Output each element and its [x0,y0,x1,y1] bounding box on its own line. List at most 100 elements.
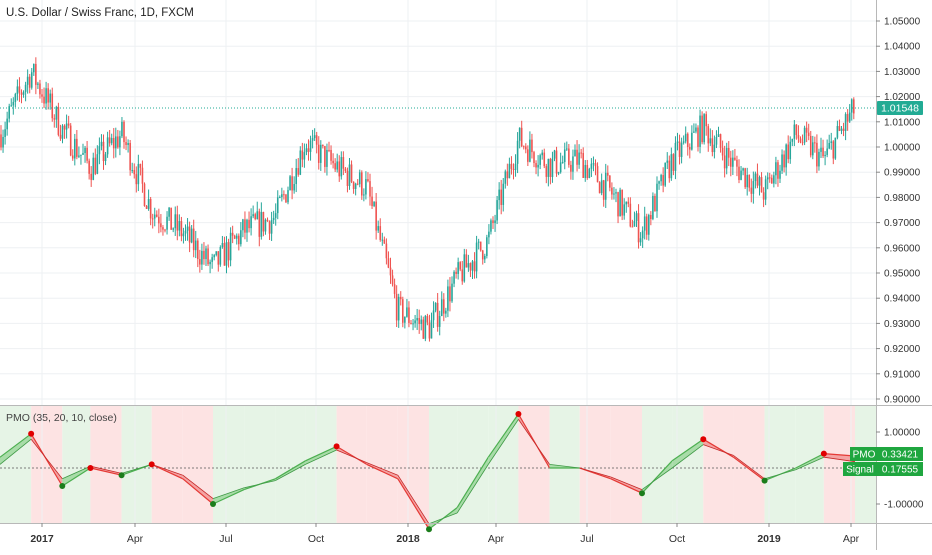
candle-down [617,191,619,224]
candle-body [623,204,625,216]
candle-body [39,83,41,95]
candle-up [358,169,361,188]
signal-line-segment [703,444,734,456]
candle-down [520,120,523,148]
candle-body [168,207,170,217]
candle-body [240,230,242,245]
candle-body [170,207,172,230]
candle-up [80,154,82,165]
candle-body [71,155,74,159]
price-axis[interactable]: 1.05000 1.04000 1.03000 1.02000 1.01000 1.000… [876,17,921,406]
candle-up [65,114,68,139]
pmo-line-segment [274,460,306,480]
candle-body [369,181,371,197]
candle-down [344,167,347,174]
candle-body [119,136,121,148]
candle-up [24,81,27,102]
candle-down [379,218,382,242]
candle-up [818,148,820,171]
time-axis[interactable]: 2017 Apr Jul Oct 2018 Apr Jul Oct 2019 Apr [30,523,860,545]
indicator-tick-label: -1.00000 [884,500,924,511]
candle-body [69,125,72,156]
candle-up [475,235,478,279]
candle-body [613,193,615,195]
indicator-axis[interactable]: 1.00000 -1.00000 [876,428,924,511]
signal-tag-value: 0.17555 [882,465,919,476]
candle-down [402,296,404,328]
candle-body [320,144,322,163]
candle-body [10,105,13,107]
candle-up [82,143,84,155]
candle-up [551,151,554,183]
indicator-tick-label: 1.00000 [884,428,921,439]
candle-body [551,158,554,178]
candle-body [137,163,140,185]
pmo-line-segment [702,438,734,458]
price-tick-label: 0.96000 [884,243,921,254]
candle-body [678,141,681,157]
candle-up [684,126,687,144]
candle-body [293,184,295,191]
candle-up [92,152,95,181]
candle-down [443,293,445,322]
candle-body [215,251,218,256]
candle-down [535,160,537,175]
candle-body [307,148,310,152]
candle-body [447,286,449,311]
signal-line-segment [30,438,63,480]
candle-down [768,172,771,183]
candle-body [108,137,111,144]
candle-up [514,154,517,177]
candle-body [766,177,769,180]
candle-body [391,275,394,285]
candle-down [598,181,601,194]
candle-down [678,134,681,165]
candle-up [115,127,117,158]
candle-down [654,193,656,212]
buy-signal-dot [209,501,216,507]
candle-body [627,201,630,204]
candle-up [137,154,140,192]
candle-body [561,161,564,163]
candle-body [721,147,724,156]
candle-up [496,195,498,225]
candle-body [801,142,804,144]
signal-line-segment [487,419,519,465]
candle-body [53,118,56,120]
candle-body [602,180,605,200]
candle-body [104,154,107,162]
candle-down [686,132,689,156]
candle-body [527,149,529,162]
candle-up [709,128,712,147]
candle-body [272,217,275,221]
candle-down [291,167,293,200]
candle-body [151,218,154,220]
candle-down [328,141,330,153]
candle-body [543,152,546,167]
candle-body [330,149,332,161]
candle-down [783,150,785,173]
candle-up [656,176,658,218]
pmo-line-segment [671,438,704,462]
candle-body [598,182,601,194]
candle-down [822,139,824,159]
candle-up [834,137,837,160]
candle-down [350,160,353,184]
candle-body [78,155,80,157]
candle-up [766,172,769,190]
candle-body [809,135,812,156]
candle-up [213,253,215,261]
candle-body [264,219,267,232]
candle-body [363,194,365,196]
candle-body [756,173,759,186]
signal-line-segment [90,465,122,474]
candle-up [635,210,638,228]
candle-up [264,218,267,235]
signal-line-segment [182,474,214,499]
candle-down [217,251,220,272]
candle-body [281,194,283,198]
candle-down [315,131,318,154]
candle-up [100,134,103,151]
candle-up [695,123,697,134]
candle-body [762,192,765,200]
